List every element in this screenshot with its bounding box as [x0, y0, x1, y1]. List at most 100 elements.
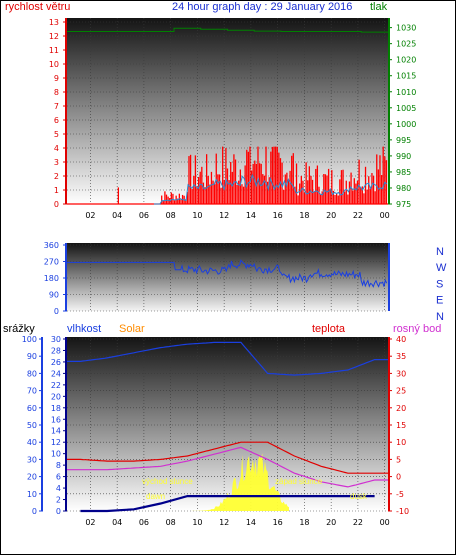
- x-tick-label: 08: [166, 518, 176, 527]
- humidity-tick-label: 70: [27, 387, 37, 396]
- x-tick-label: 22: [353, 518, 363, 527]
- temperature-tick-label: 30: [396, 369, 406, 378]
- compass-label: N: [436, 311, 444, 323]
- pressure-tick-label: 1015: [396, 72, 416, 81]
- dawn-annotation: dawn: [146, 492, 165, 501]
- rain-tick-label: 16: [51, 415, 61, 424]
- compass-label: W: [436, 262, 447, 274]
- x-tick-label: 10: [192, 518, 202, 527]
- x-tick-label: 04: [112, 211, 122, 220]
- temperature-tick-label: 25: [396, 387, 406, 396]
- x-tick-label: 00: [380, 518, 390, 527]
- x-tick-label: 20: [326, 518, 336, 527]
- temperature-tick-label: 5: [396, 455, 401, 464]
- x-tick-label: 18: [299, 211, 309, 220]
- humidity-line: [67, 341, 388, 376]
- wind-tick-label: 0: [54, 200, 59, 209]
- x-tick-label: 10: [192, 211, 202, 220]
- rain-tick-label: 24: [51, 369, 61, 378]
- compass-label: N: [436, 246, 444, 258]
- x-tick-label: 20: [326, 211, 336, 220]
- humidity-tick-label: 10: [27, 490, 37, 499]
- x-tick-label: 16: [273, 518, 283, 527]
- pressure-tick-label: 1020: [396, 56, 416, 65]
- wind-direction-line: [67, 259, 388, 288]
- humidity-tick-label: 90: [27, 352, 37, 361]
- direction-tick-label: 180: [44, 274, 59, 283]
- rain-tick-label: 6: [56, 473, 61, 482]
- rain-tick-label: 22: [51, 381, 61, 390]
- direction-tick-label: 360: [44, 241, 59, 250]
- pressure-line: [67, 27, 388, 33]
- x-tick-label: 06: [139, 518, 149, 527]
- dewpoint-line: [67, 446, 388, 488]
- temperature-tick-label: 0: [396, 473, 401, 482]
- rain-tick-label: 18: [51, 404, 61, 413]
- sunrise-annotation: východ slunce: [142, 477, 193, 486]
- rain-tick-label: 14: [51, 427, 61, 436]
- compass-label: E: [436, 295, 443, 307]
- sunset-annotation: západ slunce: [275, 477, 323, 486]
- x-tick-label: 16: [273, 211, 283, 220]
- x-tick-label: 06: [139, 211, 149, 220]
- wind-tick-label: 12: [49, 32, 59, 41]
- direction-panel: [67, 243, 388, 311]
- wind-average-line: [153, 173, 387, 205]
- humidity-tick-label: 100: [22, 335, 37, 344]
- wind-speed-label: rychlost větru: [5, 1, 70, 13]
- pressure-tick-label: 1010: [396, 88, 416, 97]
- temperature-tick-label: 20: [396, 404, 406, 413]
- pressure-tick-label: 995: [396, 136, 411, 145]
- humidity-label: vlhkost: [67, 323, 101, 335]
- climate-panel: [67, 337, 388, 511]
- wind-tick-label: 9: [54, 74, 59, 83]
- temperature-tick-label: 15: [396, 421, 406, 430]
- wind-tick-label: 1: [54, 186, 59, 195]
- rain-tick-label: 28: [51, 346, 61, 355]
- temperature-tick-label: -10: [396, 507, 409, 516]
- wind-tick-label: 6: [54, 116, 59, 125]
- solar-label: Solar: [119, 323, 145, 335]
- temperature-line: [67, 441, 388, 474]
- rain-tick-label: 2: [56, 496, 61, 505]
- dewpoint-label: rosný bod: [393, 323, 441, 335]
- rain-tick-label: 20: [51, 392, 61, 401]
- wind-tick-label: 11: [49, 46, 59, 55]
- direction-tick-label: 270: [44, 258, 59, 267]
- rain-line: [80, 495, 375, 513]
- temperature-tick-label: 40: [396, 335, 406, 344]
- wind-tick-label: 5: [54, 130, 59, 139]
- pressure-tick-label: 1000: [396, 120, 416, 129]
- x-tick-label: 14: [246, 211, 256, 220]
- temperature-label: teplota: [312, 323, 346, 335]
- direction-tick-label: 0: [54, 307, 59, 316]
- pressure-tick-label: 975: [396, 200, 411, 209]
- compass-label: S: [436, 278, 443, 290]
- rain-tick-label: 26: [51, 358, 61, 367]
- x-tick-label: 02: [85, 211, 95, 220]
- wind-tick-label: 3: [54, 158, 59, 167]
- chart-title: 24 hour graph day : 29 January 2016: [172, 1, 352, 13]
- humidity-tick-label: 30: [27, 455, 37, 464]
- x-tick-label: 04: [112, 518, 122, 527]
- temperature-tick-label: 35: [396, 352, 406, 361]
- pressure-tick-label: 1025: [396, 40, 416, 49]
- wind-tick-label: 13: [49, 18, 59, 27]
- x-tick-label: 12: [219, 211, 229, 220]
- humidity-tick-label: 40: [27, 438, 37, 447]
- x-tick-label: 12: [219, 518, 229, 527]
- rain-label: srážky: [3, 323, 35, 335]
- humidity-tick-label: 0: [32, 507, 37, 516]
- wind-tick-label: 8: [54, 88, 59, 97]
- rain-tick-label: 30: [51, 335, 61, 344]
- x-tick-label: 14: [246, 518, 256, 527]
- pressure-tick-label: 1005: [396, 104, 416, 113]
- direction-tick-label: 90: [49, 291, 59, 300]
- rain-tick-label: 8: [56, 461, 61, 470]
- rain-tick-label: 10: [51, 450, 61, 459]
- humidity-tick-label: 60: [27, 404, 37, 413]
- temperature-tick-label: -5: [396, 490, 404, 499]
- pressure-tick-label: 980: [396, 184, 411, 193]
